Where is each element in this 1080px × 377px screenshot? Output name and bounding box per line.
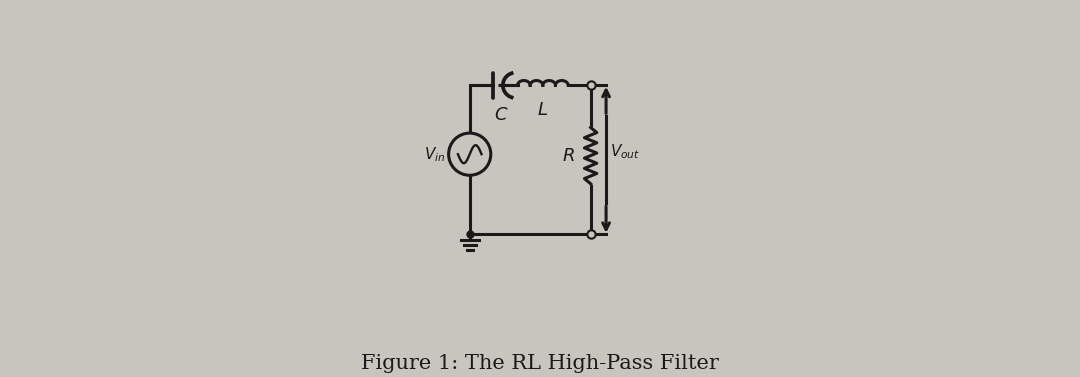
Text: Figure 1: The RL High-Pass Filter: Figure 1: The RL High-Pass Filter	[361, 354, 719, 373]
Text: L: L	[538, 101, 548, 119]
Text: $V_{in}$: $V_{in}$	[424, 145, 446, 164]
Text: R: R	[563, 147, 576, 165]
Text: $V_{out}$: $V_{out}$	[610, 142, 640, 161]
Text: C: C	[494, 106, 507, 124]
